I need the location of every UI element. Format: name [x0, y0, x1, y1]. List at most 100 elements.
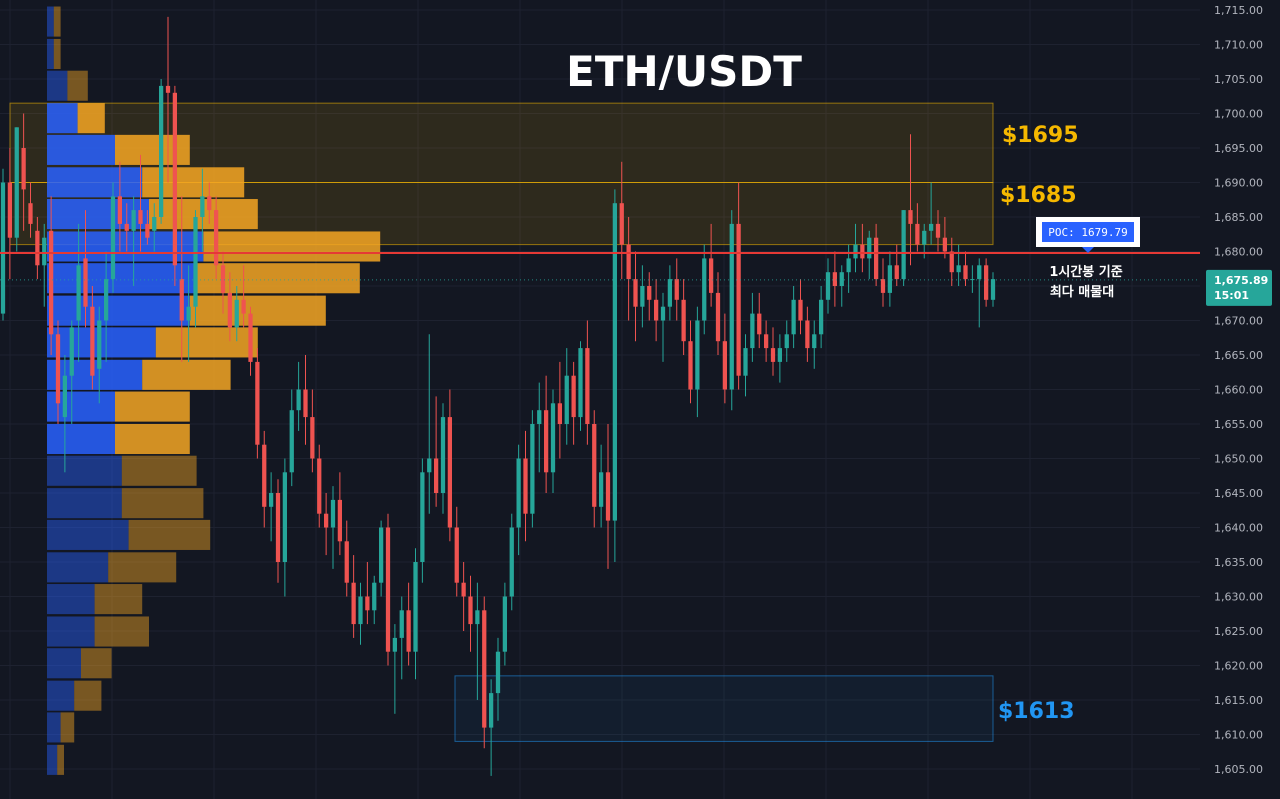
candle-body: [303, 389, 308, 418]
candle-body: [124, 223, 129, 231]
profile-bar-up: [47, 423, 115, 455]
candle-body: [420, 472, 425, 562]
profile-bar-up: [47, 519, 129, 550]
profile-bar-down: [53, 38, 61, 70]
profile-bar-down: [57, 744, 64, 775]
candle-body: [543, 410, 549, 473]
candle-body: [406, 610, 411, 652]
candle-body: [440, 417, 446, 493]
candle-body: [640, 286, 645, 307]
candle-body: [427, 458, 432, 473]
y-tick-label: 1,620.00: [1214, 660, 1263, 673]
candle-body: [42, 237, 47, 266]
candle-body: [413, 562, 418, 652]
candle-body: [433, 458, 439, 493]
candle-body: [323, 513, 329, 528]
candle-body: [213, 210, 219, 266]
candle-body: [262, 444, 267, 507]
candle-body: [317, 458, 322, 514]
candle-body: [873, 237, 879, 280]
timeframe-note-line2: 최다 매물대: [1050, 284, 1114, 300]
profile-bar-up: [47, 231, 204, 262]
candle-body: [234, 299, 239, 328]
candle-body: [612, 203, 618, 521]
candle-body: [901, 210, 906, 280]
candle-body: [915, 223, 920, 245]
candle-body: [564, 375, 569, 424]
poc-pointer: [1082, 247, 1094, 253]
candle-body: [200, 196, 205, 217]
candle-body: [825, 272, 831, 300]
profile-bar-down: [155, 327, 258, 358]
candle-body: [97, 320, 102, 369]
candle-body: [715, 292, 721, 342]
candle-body: [990, 279, 996, 300]
candle-body: [647, 286, 652, 300]
profile-bar-up: [47, 295, 190, 326]
candle-body: [83, 258, 88, 307]
price-axis[interactable]: 1,715.00 1,710.00 1,705.00 1,700.00 1,695.00…: [1214, 4, 1263, 776]
poc-callout: POC: 1679.79 1시간봉 기준 최다 매물대: [1036, 217, 1140, 300]
profile-bar-down: [142, 167, 245, 198]
profile-bar-down: [108, 552, 177, 583]
profile-bar-up: [47, 712, 61, 743]
chart-title: ETH/USDT: [566, 47, 802, 96]
profile-bar-down: [115, 423, 190, 455]
last-price-countdown: 15:01: [1214, 289, 1249, 302]
candle-body: [358, 596, 363, 625]
candle-body: [887, 265, 893, 293]
candle-body: [592, 424, 597, 507]
candle-body: [791, 299, 796, 335]
candle-body: [69, 327, 74, 376]
candle-body: [103, 279, 109, 321]
last-price-value: 1,675.89: [1214, 274, 1268, 287]
profile-bar-up: [47, 744, 58, 775]
candle-body: [667, 279, 673, 307]
candle-body: [468, 596, 473, 625]
candle-body: [117, 196, 123, 224]
candle-body: [977, 265, 982, 280]
candle-body: [956, 265, 961, 273]
timeframe-note-line1: 1시간봉 기준: [1049, 264, 1122, 280]
candle-body: [688, 341, 693, 390]
candle-body: [674, 279, 679, 300]
candle-body: [488, 693, 494, 728]
candle-body: [399, 610, 404, 638]
candle-body: [860, 244, 865, 259]
candle-body: [839, 272, 844, 286]
zone-label-support-1613: $1613: [998, 699, 1075, 724]
y-tick-label: 1,715.00: [1214, 4, 1263, 17]
profile-bar-up: [47, 263, 197, 294]
candle-body: [289, 410, 294, 473]
profile-bar-up: [47, 6, 54, 37]
candle-body: [722, 341, 728, 390]
candle-body: [131, 210, 136, 231]
profile-bar-down: [67, 70, 88, 101]
poc-label-bg: [1042, 222, 1134, 242]
profile-bar-down: [115, 134, 190, 165]
candle-body: [695, 320, 700, 390]
profile-bar-down: [189, 295, 326, 326]
candle-body: [495, 651, 501, 694]
candle-body: [14, 127, 19, 238]
candle-body: [447, 417, 453, 528]
candle-body: [28, 203, 33, 224]
y-tick-label: 1,605.00: [1214, 763, 1263, 776]
candle-body: [537, 410, 542, 424]
candle-body: [605, 472, 611, 521]
profile-bar-down: [115, 391, 190, 422]
candle-body: [268, 493, 274, 507]
candle-body: [62, 375, 68, 418]
candle-body: [812, 334, 817, 349]
zone-label-resistance-1695: $1695: [1002, 123, 1079, 148]
candle-body: [509, 527, 514, 597]
profile-bar-up: [47, 134, 115, 165]
candle-body: [908, 210, 913, 224]
profile-bar-down: [60, 712, 75, 743]
candle-body: [894, 265, 899, 280]
poc-label: POC: 1679.79: [1048, 226, 1127, 239]
y-tick-label: 1,655.00: [1214, 418, 1263, 431]
y-tick-label: 1,610.00: [1214, 729, 1263, 742]
candle-body: [578, 348, 583, 418]
